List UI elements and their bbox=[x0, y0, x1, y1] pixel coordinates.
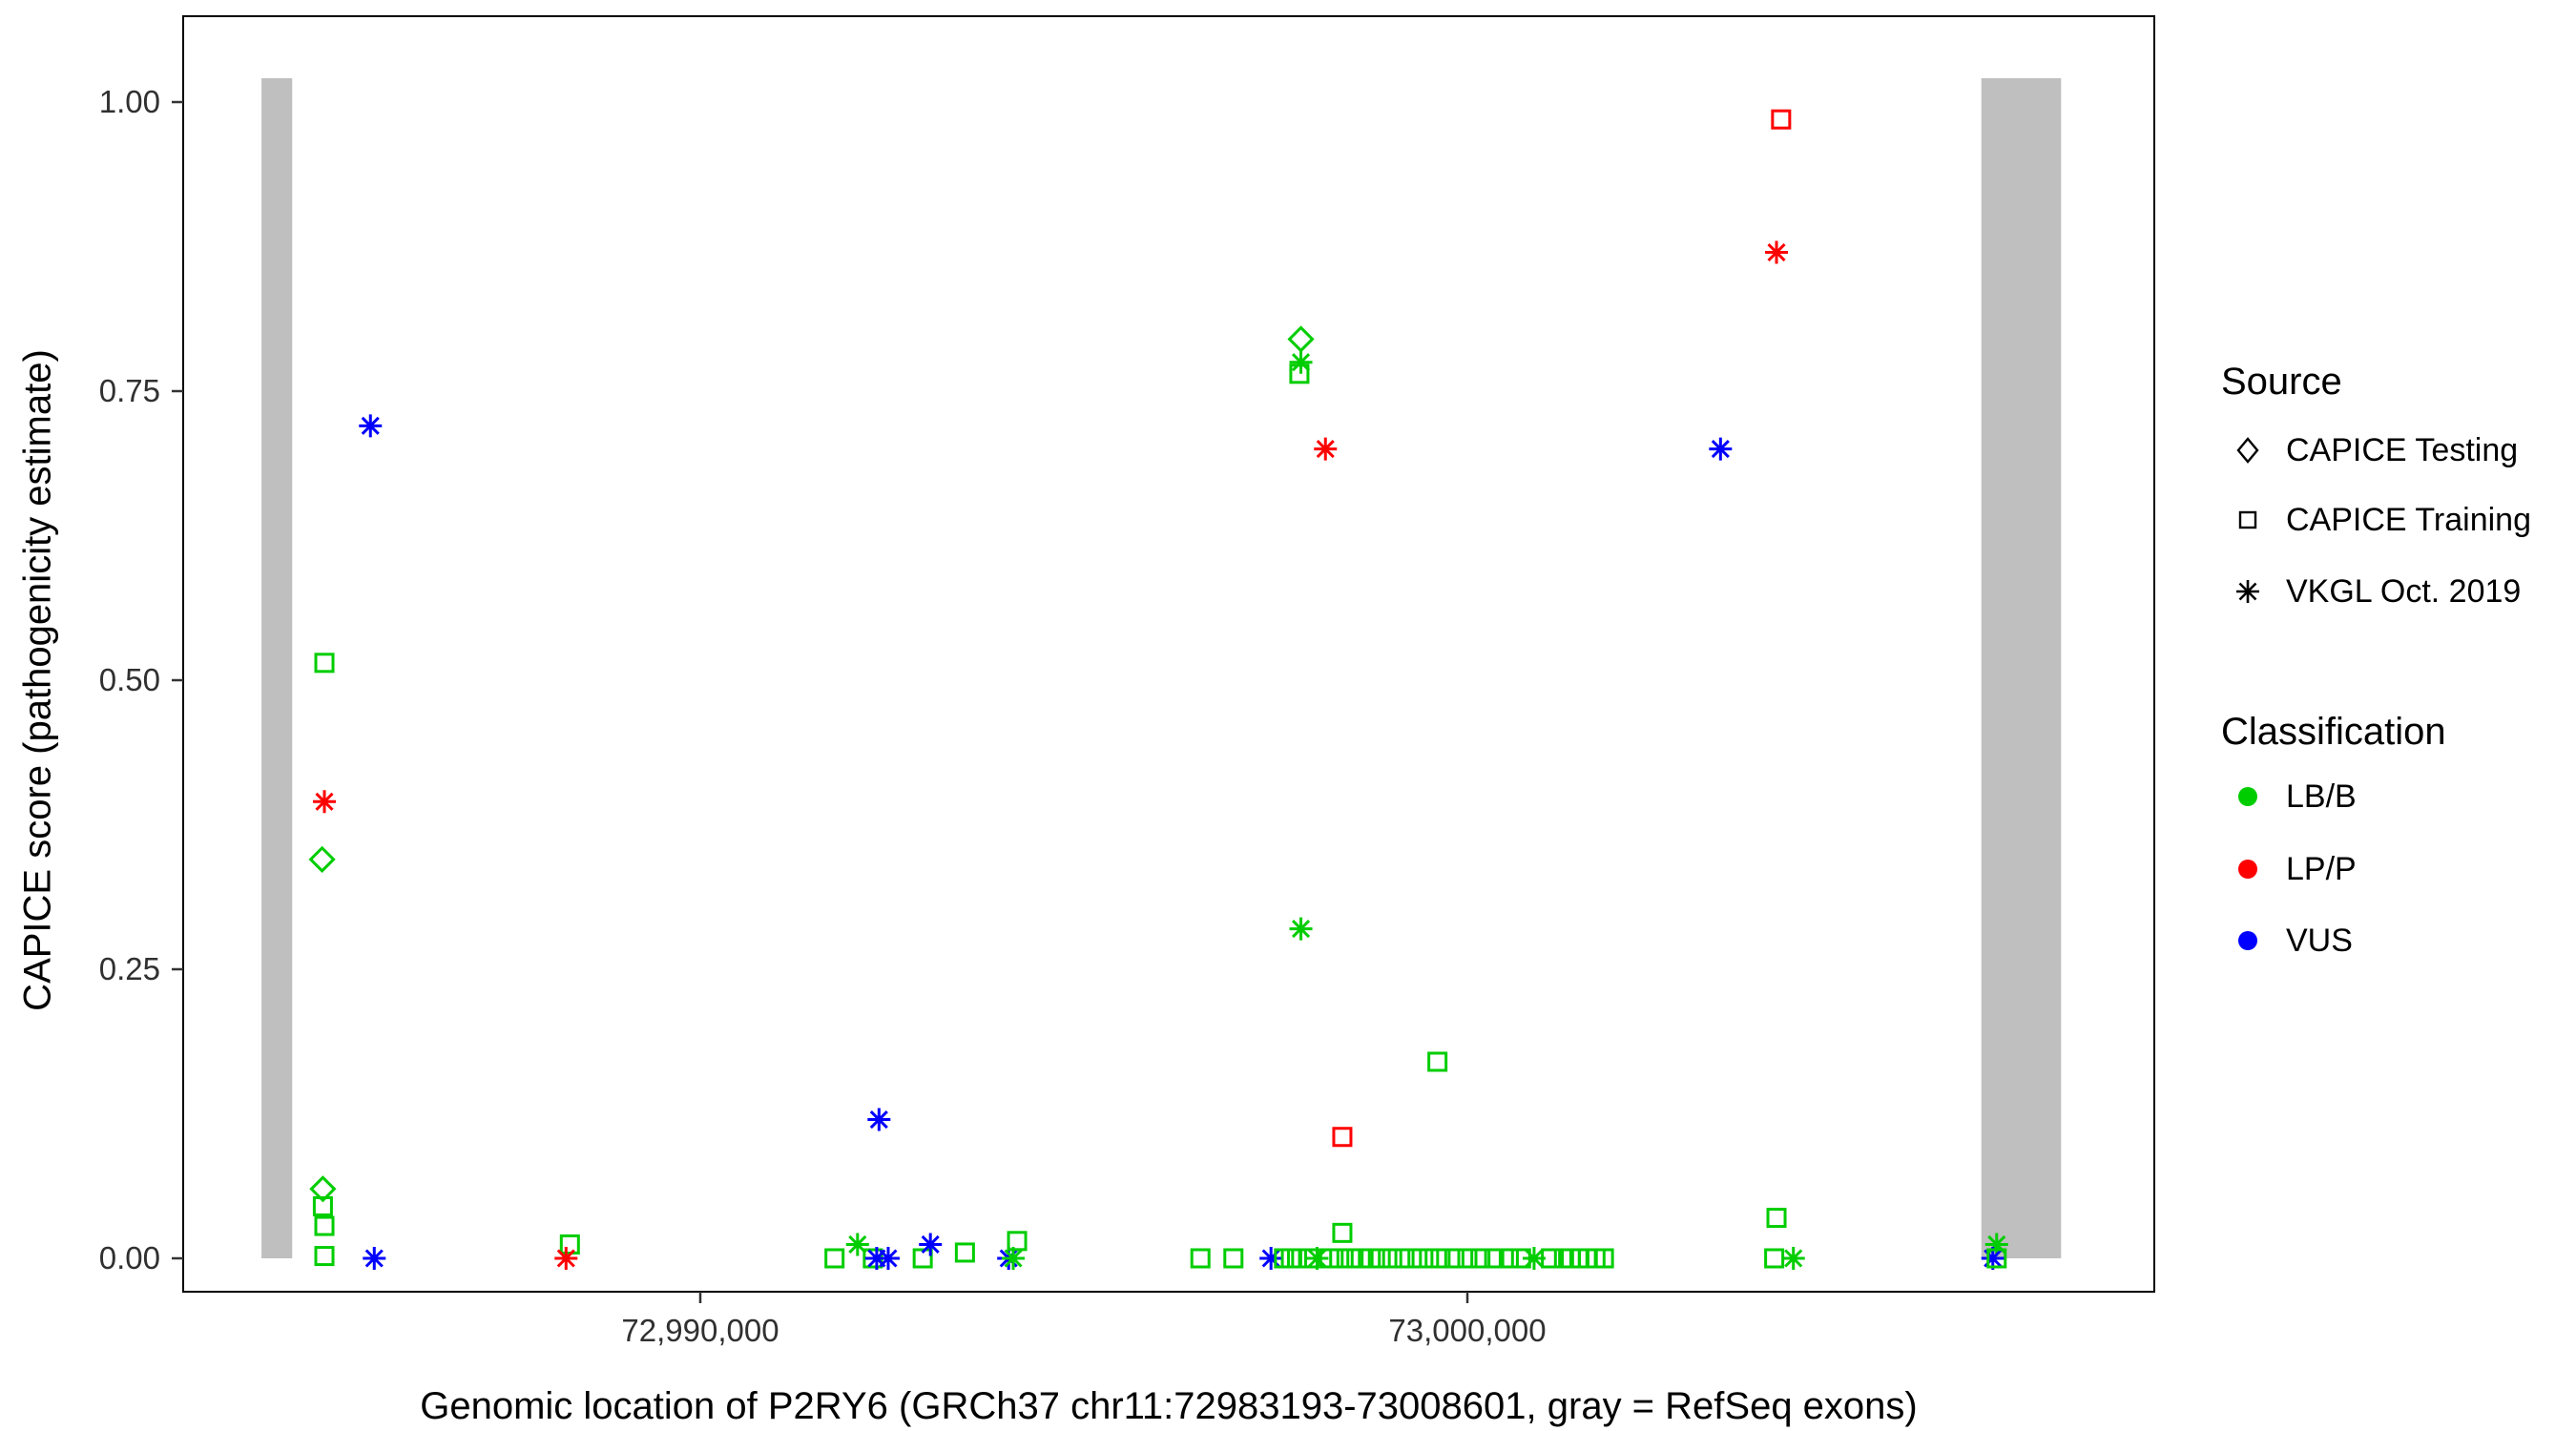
y-tick-label: 0.75 bbox=[99, 373, 160, 408]
point-square bbox=[314, 653, 335, 674]
point-square bbox=[912, 1248, 933, 1269]
point-asterisk bbox=[1709, 437, 1733, 461]
point-diamond bbox=[1287, 325, 1315, 353]
point-square bbox=[1457, 1248, 1478, 1269]
asterisk-icon bbox=[2236, 580, 2259, 603]
point-square bbox=[314, 1246, 335, 1267]
x-tick-label: 72,990,000 bbox=[621, 1313, 779, 1348]
point-square bbox=[824, 1248, 845, 1269]
point-asterisk bbox=[845, 1233, 869, 1256]
refseq-exon-bars bbox=[261, 78, 2062, 1258]
point-asterisk bbox=[1522, 1247, 1546, 1270]
point-square bbox=[1771, 109, 1792, 130]
x-axis-title: Genomic location of P2RY6 (GRCh37 chr11:… bbox=[420, 1385, 1918, 1427]
point-diamond bbox=[309, 1175, 337, 1203]
point-square bbox=[1190, 1248, 1211, 1269]
point-asterisk bbox=[1781, 1247, 1805, 1270]
point-square bbox=[1764, 1248, 1785, 1269]
point-square bbox=[1593, 1248, 1614, 1269]
point-square bbox=[1329, 1248, 1350, 1269]
legend-item-label: CAPICE Testing bbox=[2286, 431, 2519, 468]
point-square bbox=[1381, 1248, 1402, 1269]
legend-item-label: CAPICE Training bbox=[2286, 501, 2531, 538]
exon-bar bbox=[1981, 78, 2062, 1258]
x-axis: 72,990,000 73,000,000 bbox=[621, 1292, 1547, 1348]
y-tick-label: 0.25 bbox=[99, 951, 160, 986]
point-asterisk bbox=[1002, 1247, 1026, 1270]
legend-item-capice-training: CAPICE Training bbox=[2227, 497, 2531, 543]
point-square bbox=[1484, 1248, 1505, 1269]
x-tick-label: 73,000,000 bbox=[1388, 1313, 1546, 1348]
point-asterisk bbox=[1984, 1233, 2008, 1256]
point-square bbox=[1407, 1248, 1428, 1269]
point-asterisk bbox=[1765, 240, 1789, 264]
point-square bbox=[1427, 1051, 1448, 1072]
point-asterisk bbox=[867, 1108, 891, 1131]
point-square bbox=[1444, 1248, 1465, 1269]
point-square bbox=[1332, 1127, 1353, 1148]
point-square bbox=[559, 1234, 580, 1255]
point-square bbox=[1007, 1231, 1028, 1252]
point-square bbox=[954, 1242, 975, 1263]
point-square bbox=[1394, 1248, 1415, 1269]
legend-item-lpp: LP/P bbox=[2227, 846, 2357, 892]
point-square bbox=[1498, 1248, 1519, 1269]
legend-item-vkgl: VKGL Oct. 2019 bbox=[2227, 569, 2521, 614]
legend-item-vus: VUS bbox=[2227, 918, 2353, 964]
point-asterisk bbox=[1289, 917, 1313, 941]
point-asterisk bbox=[1305, 1247, 1329, 1270]
point-square bbox=[1766, 1208, 1787, 1229]
point-square bbox=[1470, 1248, 1491, 1269]
point-asterisk bbox=[864, 1247, 888, 1270]
legend-classification-title: Classification bbox=[2221, 711, 2446, 753]
legend-item-label: LB/B bbox=[2286, 778, 2357, 815]
diamond-icon bbox=[2236, 437, 2259, 464]
legend-item-label: LP/P bbox=[2286, 850, 2357, 887]
legend-item-label: VKGL Oct. 2019 bbox=[2286, 572, 2522, 610]
point-diamond bbox=[308, 845, 336, 873]
point-square bbox=[1419, 1248, 1440, 1269]
square-icon bbox=[2238, 510, 2257, 529]
exon-bar bbox=[261, 78, 293, 1258]
legend-item-lbb: LB/B bbox=[2227, 774, 2357, 819]
point-square bbox=[314, 1215, 335, 1236]
point-square bbox=[1332, 1222, 1353, 1243]
point-asterisk bbox=[1314, 437, 1338, 461]
point-asterisk bbox=[359, 414, 383, 438]
point-asterisk bbox=[919, 1233, 943, 1256]
point-asterisk bbox=[1981, 1247, 2005, 1270]
legend-item-capice-testing: CAPICE Testing bbox=[2227, 427, 2518, 473]
data-points bbox=[308, 109, 2008, 1270]
point-square bbox=[1430, 1248, 1451, 1269]
panel-border bbox=[182, 15, 2155, 1293]
point-square bbox=[1223, 1248, 1244, 1269]
point-square bbox=[1541, 1248, 1562, 1269]
point-asterisk bbox=[363, 1247, 386, 1270]
y-axis-title: CAPICE score (pathogenicity estimate) bbox=[16, 349, 59, 1011]
point-square bbox=[1280, 1248, 1301, 1269]
red-dot-icon bbox=[2238, 860, 2257, 879]
point-asterisk bbox=[1289, 350, 1313, 374]
legend-source-title: Source bbox=[2221, 361, 2342, 403]
point-square bbox=[1370, 1248, 1391, 1269]
point-asterisk bbox=[554, 1247, 578, 1270]
blue-dot-icon bbox=[2238, 931, 2257, 950]
point-square bbox=[1287, 1248, 1308, 1269]
y-tick-label: 0.00 bbox=[99, 1240, 160, 1275]
legend-item-label: VUS bbox=[2286, 922, 2353, 959]
point-square bbox=[1289, 363, 1310, 384]
point-square bbox=[1986, 1248, 2007, 1269]
point-asterisk bbox=[876, 1247, 900, 1270]
y-tick-label: 1.00 bbox=[99, 84, 160, 119]
green-dot-icon bbox=[2238, 787, 2257, 806]
y-axis: 0.00 0.25 0.50 0.75 1.00 bbox=[99, 84, 183, 1275]
y-tick-label: 0.50 bbox=[99, 662, 160, 697]
point-asterisk bbox=[313, 790, 337, 814]
point-asterisk bbox=[1259, 1247, 1283, 1270]
point-square bbox=[312, 1195, 333, 1216]
